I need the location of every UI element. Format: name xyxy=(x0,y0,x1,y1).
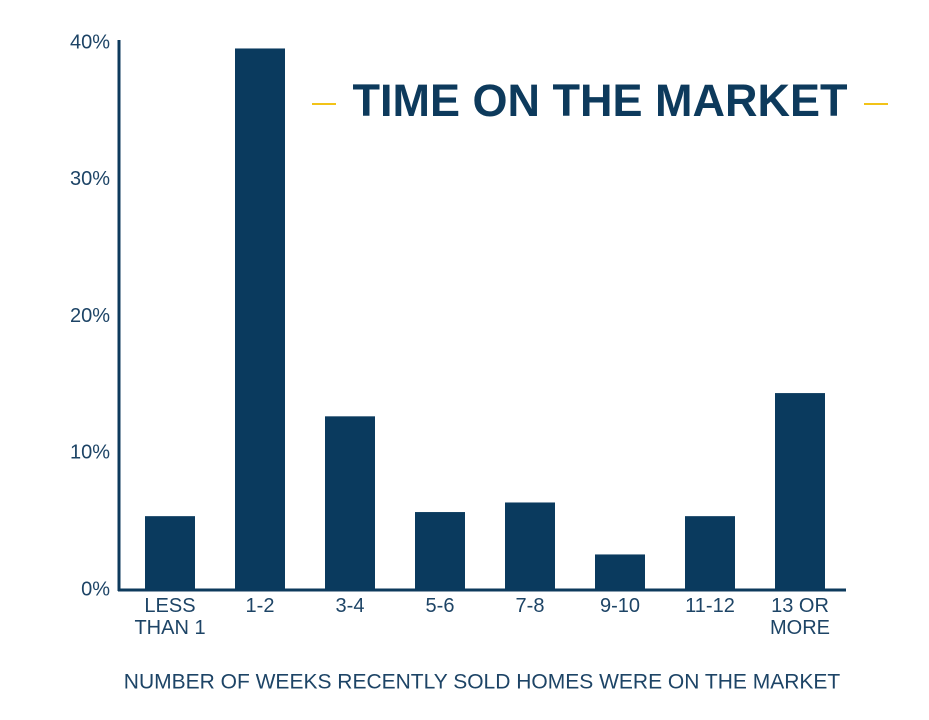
chart-title: TIME ON THE MARKET xyxy=(353,75,848,126)
y-tick-label: 30% xyxy=(70,168,110,190)
bar xyxy=(145,516,195,590)
bar xyxy=(685,516,735,590)
x-tick-label: 13 OR MORE xyxy=(770,595,830,639)
y-tick-label: 20% xyxy=(70,305,110,327)
bar xyxy=(415,512,465,590)
x-tick-label: 5-6 xyxy=(425,595,455,617)
bar xyxy=(235,48,285,591)
bar xyxy=(325,416,375,590)
y-tick-label: 0% xyxy=(81,578,110,600)
bar xyxy=(595,554,645,590)
x-tick-label: LESS THAN 1 xyxy=(134,595,206,639)
x-tick-label: 9-10 xyxy=(599,595,641,617)
bar xyxy=(505,502,555,590)
y-tick-label: 10% xyxy=(70,442,110,464)
y-tick-label: 40% xyxy=(70,31,110,53)
x-tick-label: 11-12 xyxy=(685,595,735,617)
x-tick-label: 3-4 xyxy=(335,595,365,617)
x-tick-label: 1-2 xyxy=(245,595,275,617)
x-tick-label: 7-8 xyxy=(515,595,545,617)
bar xyxy=(775,393,825,590)
x-axis-label: NUMBER OF WEEKS RECENTLY SOLD HOMES WERE… xyxy=(124,671,841,694)
